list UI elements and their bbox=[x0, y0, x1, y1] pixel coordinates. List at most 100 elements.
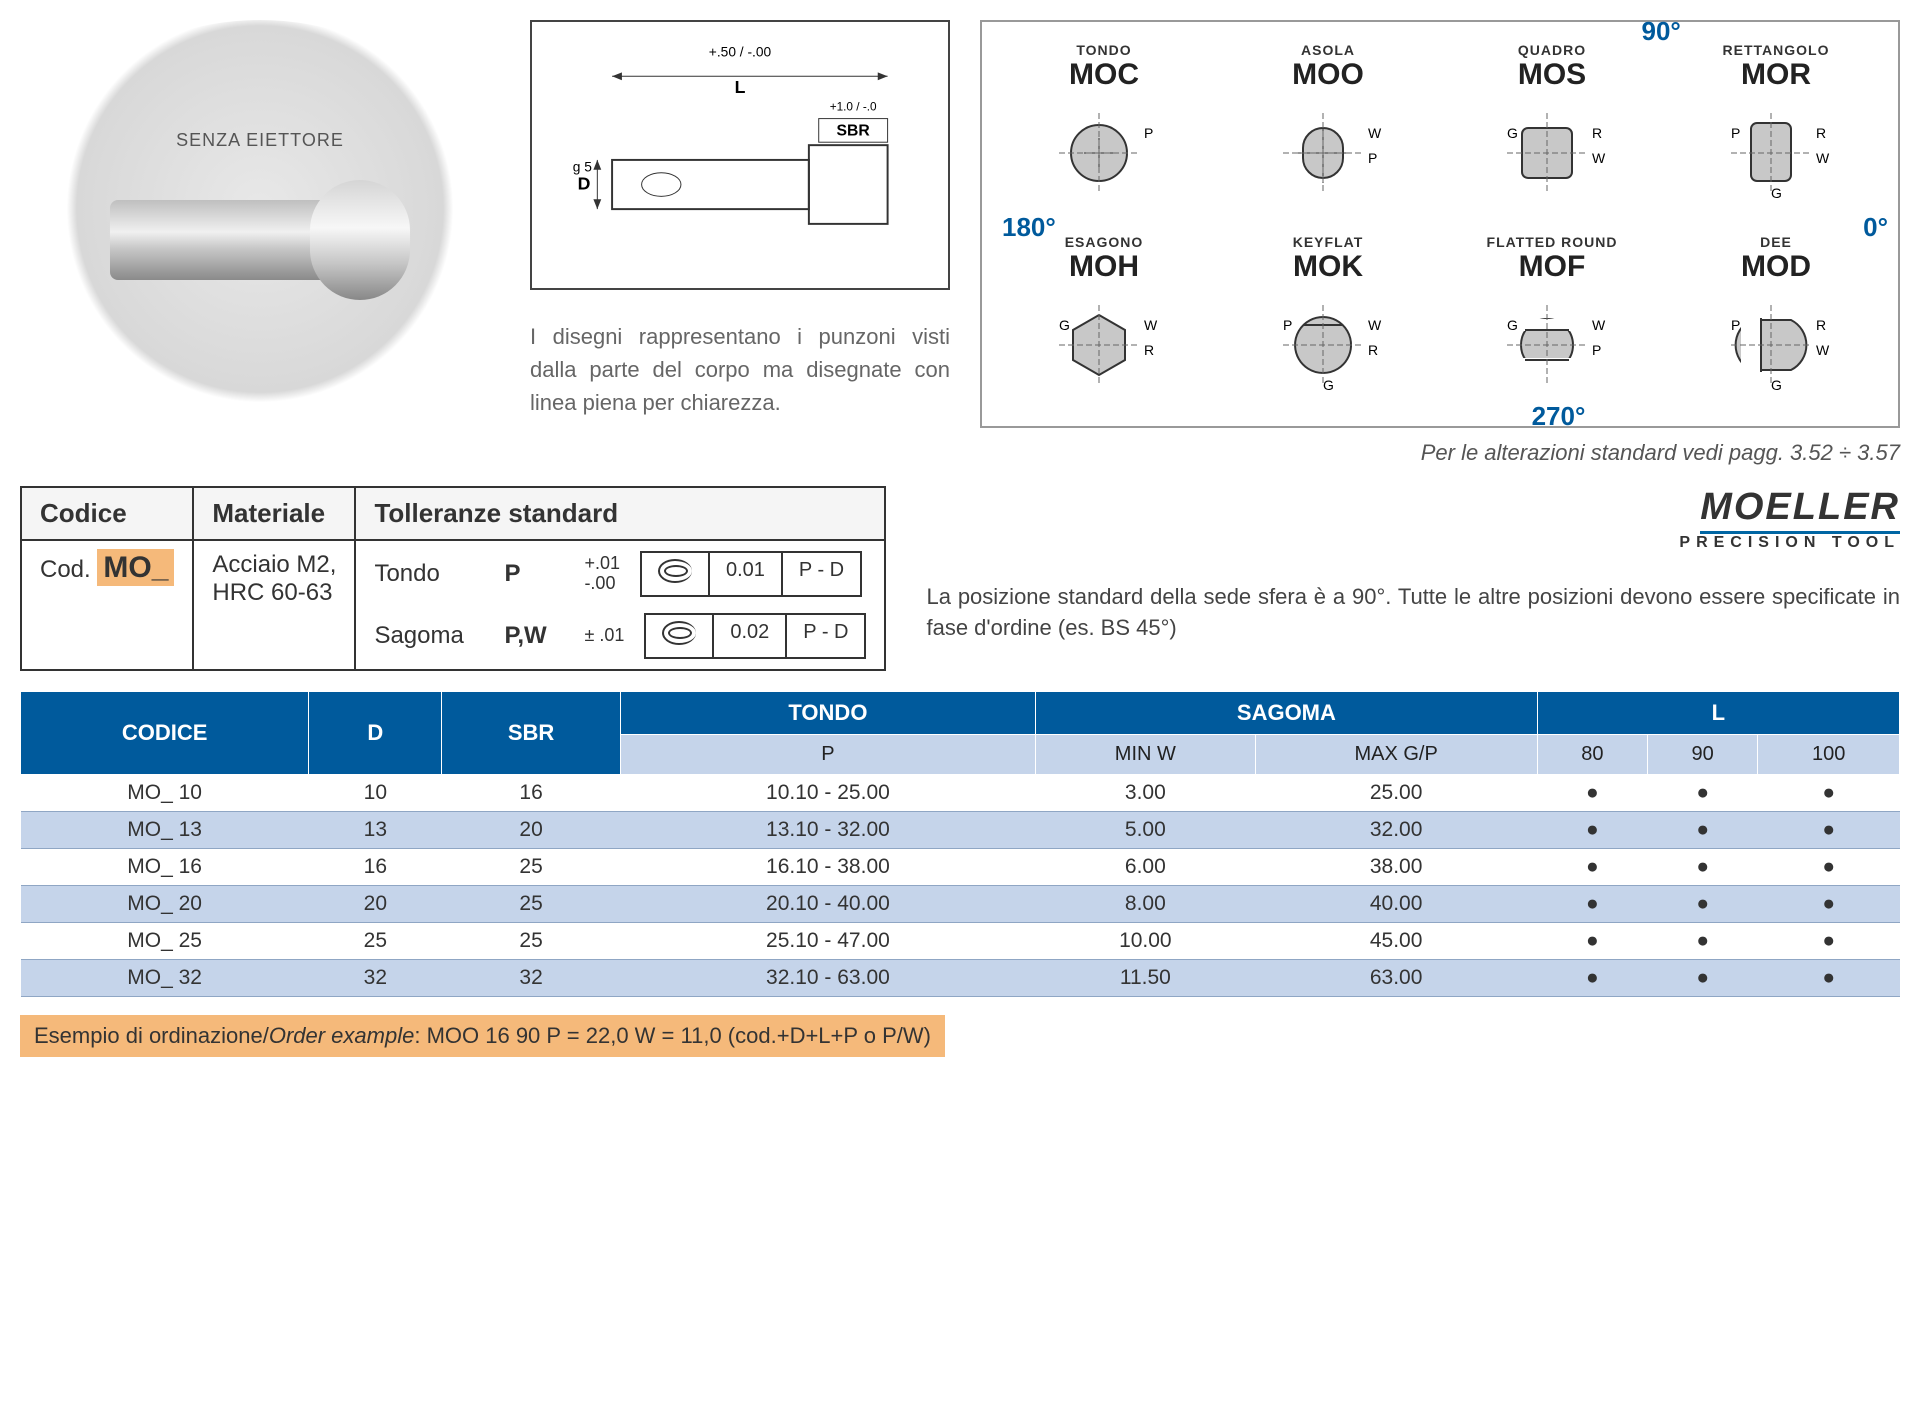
cell-L90: ● bbox=[1648, 775, 1758, 812]
sub-L100: 100 bbox=[1758, 735, 1900, 775]
tol-symbol: P bbox=[504, 560, 564, 588]
sub-L80: 80 bbox=[1537, 735, 1647, 775]
spec-code-cell: Cod. MO_ bbox=[21, 540, 193, 670]
tol-conc: 0.01 bbox=[710, 553, 783, 595]
shape-sub: DEE bbox=[1684, 234, 1868, 250]
cell-D: 10 bbox=[309, 775, 442, 812]
label-fit: g 5 bbox=[573, 160, 592, 175]
cell-D: 13 bbox=[309, 812, 442, 849]
shape-icon: WP bbox=[1236, 98, 1420, 208]
position-note: La posizione standard della sede sfera è… bbox=[926, 582, 1900, 644]
angle-90: 90° bbox=[1642, 16, 1681, 47]
shape-MOO: ASOLA MOO WP bbox=[1236, 42, 1420, 214]
spec-tolerances: Tondo P +.01 -.00 0.01 P - D Sagoma P,W … bbox=[355, 540, 885, 670]
svg-text:W: W bbox=[1368, 125, 1382, 141]
cell-code: MO_ 13 bbox=[21, 812, 309, 849]
cell-L80: ● bbox=[1537, 960, 1647, 997]
shape-MOH: ESAGONO MOH WRG bbox=[1012, 234, 1196, 406]
cell-L90: ● bbox=[1648, 923, 1758, 960]
angle-180: 180° bbox=[1002, 212, 1056, 243]
label-L: L bbox=[735, 77, 746, 97]
cell-L90: ● bbox=[1648, 812, 1758, 849]
angle-0: 0° bbox=[1863, 212, 1888, 243]
brand-sub: PRECISION TOOL bbox=[926, 534, 1900, 552]
concentricity-icon bbox=[642, 553, 710, 595]
shape-code: MOO bbox=[1236, 58, 1420, 92]
cell-L100: ● bbox=[1758, 812, 1900, 849]
cell-minw: 5.00 bbox=[1036, 812, 1256, 849]
tol-ref: P - D bbox=[787, 615, 864, 657]
shape-code: MOH bbox=[1012, 250, 1196, 284]
table-row: MO_ 32323232.10 - 63.0011.5063.00●●● bbox=[21, 960, 1900, 997]
shape-icon: RWPG bbox=[1684, 98, 1868, 208]
cell-P: 16.10 - 38.00 bbox=[620, 849, 1035, 886]
description-text: I disegni rappresentano i punzoni visti … bbox=[530, 320, 950, 419]
punch-render bbox=[110, 200, 370, 280]
th-tondo: TONDO bbox=[620, 692, 1035, 735]
shape-code: MOS bbox=[1460, 58, 1644, 92]
cell-SBR: 32 bbox=[442, 960, 620, 997]
cell-minw: 3.00 bbox=[1036, 775, 1256, 812]
cell-L90: ● bbox=[1648, 960, 1758, 997]
tol-label: Sagoma bbox=[374, 622, 484, 650]
cell-SBR: 20 bbox=[442, 812, 620, 849]
cell-SBR: 25 bbox=[442, 923, 620, 960]
code-highlight: MO_ bbox=[97, 549, 174, 586]
svg-text:P: P bbox=[1731, 125, 1740, 141]
cell-minw: 6.00 bbox=[1036, 849, 1256, 886]
shape-sub: RETTANGOLO bbox=[1684, 42, 1868, 58]
cell-code: MO_ 16 bbox=[21, 849, 309, 886]
svg-text:W: W bbox=[1144, 317, 1158, 333]
cell-L80: ● bbox=[1537, 775, 1647, 812]
cell-SBR: 16 bbox=[442, 775, 620, 812]
th-L: L bbox=[1537, 692, 1899, 735]
sub-minw: MIN W bbox=[1036, 735, 1256, 775]
shape-icon: P bbox=[1012, 98, 1196, 208]
cell-P: 25.10 - 47.00 bbox=[620, 923, 1035, 960]
technical-drawing: +.50 / -.00 L +1.0 / -.0 SBR D g 5 bbox=[530, 20, 950, 290]
cell-minw: 8.00 bbox=[1036, 886, 1256, 923]
cell-D: 20 bbox=[309, 886, 442, 923]
shape-MOK: KEYFLAT MOK WRPG bbox=[1236, 234, 1420, 406]
svg-text:W: W bbox=[1816, 342, 1830, 358]
cell-SBR: 25 bbox=[442, 886, 620, 923]
svg-text:P: P bbox=[1731, 317, 1740, 333]
tol-conc: 0.02 bbox=[714, 615, 787, 657]
shape-MOS: QUADRO MOS RWG bbox=[1460, 42, 1644, 214]
order-label-it: Esempio di ordinazione bbox=[34, 1023, 263, 1048]
svg-text:P: P bbox=[1283, 317, 1292, 333]
th-SBR: SBR bbox=[442, 692, 620, 775]
order-text: : MOO 16 90 P = 22,0 W = 11,0 (cod.+D+L+… bbox=[414, 1023, 931, 1048]
svg-text:R: R bbox=[1144, 342, 1154, 358]
main-data-table: CODICE D SBR TONDO SAGOMA L P MIN W MAX … bbox=[20, 691, 1900, 997]
cell-L80: ● bbox=[1537, 923, 1647, 960]
svg-text:G: G bbox=[1059, 317, 1070, 333]
angle-270: 270° bbox=[1532, 401, 1586, 432]
spec-table: Codice Materiale Tolleranze standard Cod… bbox=[20, 486, 886, 671]
svg-text:R: R bbox=[1592, 125, 1602, 141]
shape-sub: KEYFLAT bbox=[1236, 234, 1420, 250]
shape-icon: WRPG bbox=[1236, 290, 1420, 400]
shape-sub: TONDO bbox=[1012, 42, 1196, 58]
order-label-en: Order example bbox=[269, 1023, 415, 1048]
tol-box: 0.02 P - D bbox=[644, 613, 866, 659]
cell-maxgp: 25.00 bbox=[1255, 775, 1537, 812]
cell-SBR: 25 bbox=[442, 849, 620, 886]
sub-maxgp: MAX G/P bbox=[1255, 735, 1537, 775]
mid-row: Codice Materiale Tolleranze standard Cod… bbox=[20, 486, 1900, 671]
cell-L100: ● bbox=[1758, 849, 1900, 886]
svg-text:R: R bbox=[1368, 342, 1378, 358]
cell-D: 32 bbox=[309, 960, 442, 997]
shape-code: MOR bbox=[1684, 58, 1868, 92]
cell-maxgp: 45.00 bbox=[1255, 923, 1537, 960]
shapes-column: 90° 180° 0° 270° TONDO MOC P ASOLA MOO W… bbox=[980, 20, 1900, 466]
order-example: Esempio di ordinazione/Order example: MO… bbox=[20, 1015, 945, 1057]
svg-text:G: G bbox=[1323, 377, 1334, 393]
spec-head-code: Codice bbox=[21, 487, 193, 540]
tol-value: +.01 -.00 bbox=[584, 554, 620, 594]
svg-text:G: G bbox=[1507, 317, 1518, 333]
shapes-box: 90° 180° 0° 270° TONDO MOC P ASOLA MOO W… bbox=[980, 20, 1900, 428]
cell-maxgp: 38.00 bbox=[1255, 849, 1537, 886]
svg-text:W: W bbox=[1592, 150, 1606, 166]
table-row: MO_ 20202520.10 - 40.008.0040.00●●● bbox=[21, 886, 1900, 923]
